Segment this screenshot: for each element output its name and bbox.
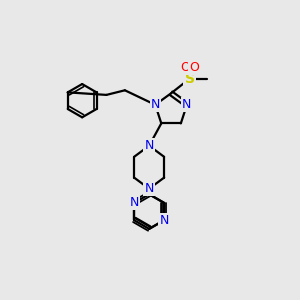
Text: N: N — [144, 139, 154, 152]
Text: N: N — [144, 182, 154, 195]
Text: N: N — [151, 98, 160, 111]
Text: N: N — [159, 214, 169, 227]
Text: N: N — [182, 98, 192, 111]
Text: N: N — [129, 196, 139, 209]
Text: S: S — [184, 72, 195, 86]
Text: O: O — [180, 61, 190, 74]
Text: O: O — [189, 61, 199, 74]
